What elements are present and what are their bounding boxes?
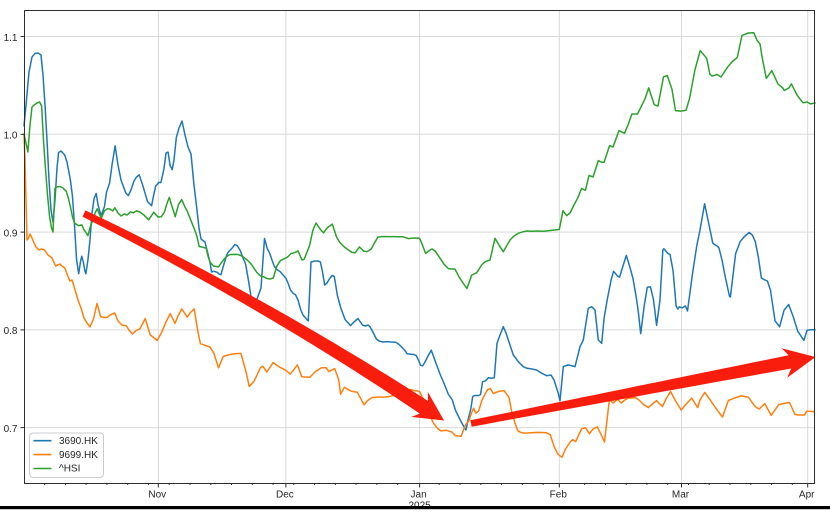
svg-text:0.8: 0.8 [4,326,18,337]
svg-text:Apr: Apr [799,490,815,501]
svg-text:0.7: 0.7 [4,424,18,435]
svg-text:^HSI: ^HSI [59,464,80,475]
svg-text:Mar: Mar [672,490,690,501]
svg-text:Dec: Dec [276,490,294,501]
svg-text:Jan: Jan [411,490,427,501]
svg-text:Feb: Feb [550,490,568,501]
svg-text:1.1: 1.1 [4,33,18,44]
svg-text:Nov: Nov [148,490,166,501]
svg-text:9699.HK: 9699.HK [59,450,98,461]
svg-text:0.9: 0.9 [4,228,18,239]
svg-text:1.0: 1.0 [4,131,18,142]
svg-text:3690.HK: 3690.HK [59,436,98,447]
